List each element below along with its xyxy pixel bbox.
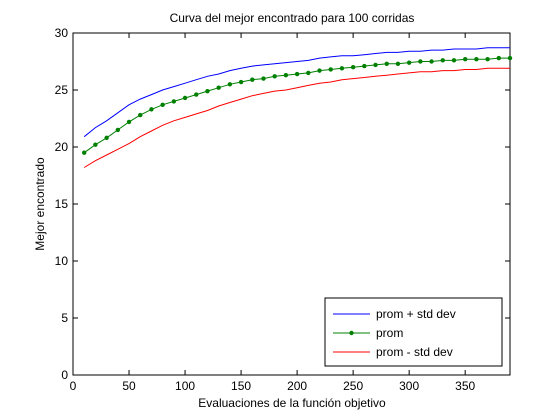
legend-marker xyxy=(349,330,354,336)
data-point xyxy=(250,77,255,82)
data-point xyxy=(384,61,389,66)
series-line-prom-std-dev xyxy=(83,67,510,168)
data-point xyxy=(462,57,468,62)
legend-label: prom - std dev xyxy=(376,345,453,359)
data-point xyxy=(373,62,378,68)
data-point xyxy=(395,61,401,66)
legend-label: prom + std dev xyxy=(376,307,456,321)
x-axis-label: Evaluaciones de la función objetivo xyxy=(198,396,386,410)
data-point xyxy=(272,74,277,79)
series-line-prom-std-dev xyxy=(83,47,510,138)
y-tick-label: 15 xyxy=(55,197,69,211)
y-tick-label: 10 xyxy=(55,254,69,268)
data-point xyxy=(216,85,221,90)
x-axis: 0 50 100 150 200 250 300 350 xyxy=(70,33,476,393)
y-axis: 0 5 10 15 20 25 30 xyxy=(55,26,510,382)
data-point xyxy=(350,65,356,70)
data-point xyxy=(418,59,423,64)
y-tick-label: 30 xyxy=(55,26,69,40)
chart-title: Curva del mejor encontrado para 100 corr… xyxy=(170,11,415,25)
data-point xyxy=(104,135,109,141)
series-layer xyxy=(82,47,513,168)
data-point xyxy=(138,112,143,118)
legend-box xyxy=(324,297,503,367)
data-point xyxy=(261,76,266,81)
data-point xyxy=(93,142,98,147)
data-point xyxy=(362,63,367,69)
x-tick-label: 150 xyxy=(231,379,251,393)
x-tick-label: 350 xyxy=(455,379,475,393)
data-point xyxy=(496,55,501,61)
legend-label: prom xyxy=(376,326,403,340)
data-point xyxy=(451,58,457,63)
data-point xyxy=(440,58,445,63)
data-point xyxy=(406,60,412,65)
data-point xyxy=(485,57,490,62)
data-point xyxy=(82,150,87,155)
y-tick-label: 5 xyxy=(61,311,68,325)
data-point xyxy=(171,99,177,104)
data-point xyxy=(115,127,121,133)
data-point xyxy=(339,66,345,71)
data-point xyxy=(227,82,233,87)
y-tick-label: 25 xyxy=(55,83,69,97)
data-point xyxy=(194,92,199,97)
y-axis-label: Mejor encontrado xyxy=(33,157,47,251)
x-tick-label: 0 xyxy=(70,379,77,393)
data-point xyxy=(205,88,210,94)
data-point xyxy=(306,70,311,76)
y-tick-label: 20 xyxy=(55,140,69,154)
data-point xyxy=(328,67,333,72)
x-tick-label: 200 xyxy=(287,379,307,393)
x-tick-label: 50 xyxy=(122,379,136,393)
data-point xyxy=(429,59,434,64)
data-point xyxy=(182,95,188,101)
data-point xyxy=(160,102,165,108)
legend: prom + std dev prom prom - std dev xyxy=(324,297,503,367)
data-point xyxy=(507,55,513,61)
y-tick-label: 0 xyxy=(61,368,68,382)
data-point xyxy=(149,107,154,112)
x-tick-label: 100 xyxy=(175,379,195,393)
x-tick-label: 250 xyxy=(343,379,363,393)
data-point xyxy=(238,79,244,85)
data-point xyxy=(283,72,289,78)
data-point xyxy=(474,57,479,62)
data-point xyxy=(126,119,132,125)
data-point xyxy=(294,71,300,77)
x-tick-label: 300 xyxy=(399,379,419,393)
data-point xyxy=(317,68,322,73)
